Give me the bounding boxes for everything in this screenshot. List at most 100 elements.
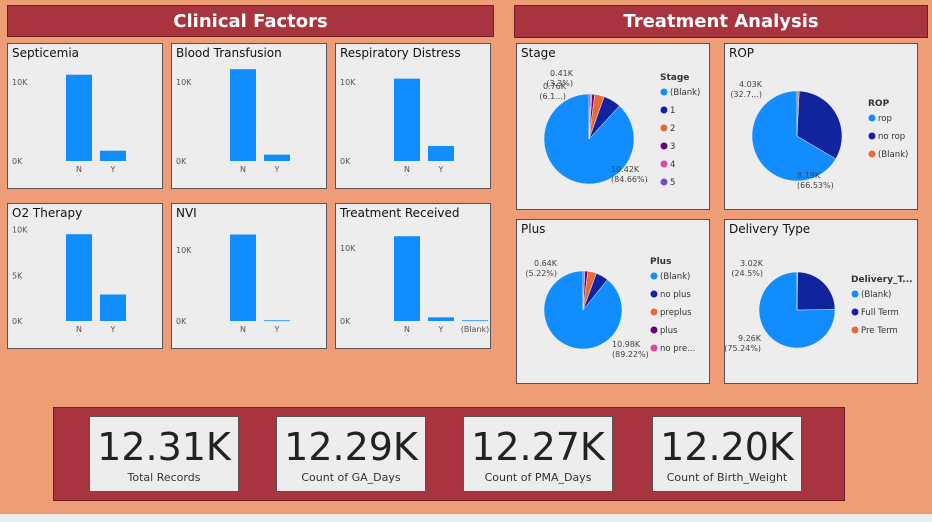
- data-label: 0.41K: [550, 69, 574, 78]
- chart-title: Stage: [521, 46, 556, 60]
- bar-n[interactable]: [230, 69, 256, 161]
- x-tick-label: N: [240, 165, 246, 174]
- nvi-chart[interactable]: NVI 10K 0K N Y: [171, 203, 327, 349]
- legend-entry[interactable]: Pre Term: [861, 326, 898, 336]
- kpi-count-ga-days[interactable]: 12.29K Count of GA_Days: [276, 416, 426, 492]
- data-label: 9.26K: [738, 334, 762, 343]
- x-tick-label: Y: [438, 165, 444, 174]
- legend-marker: [650, 290, 658, 298]
- bar-y[interactable]: [264, 320, 290, 322]
- data-label: 10.42K: [611, 165, 640, 174]
- bar-n[interactable]: [394, 236, 420, 321]
- y-tick-label: 10K: [176, 78, 192, 87]
- x-tick-label: Y: [274, 165, 280, 174]
- y-tick-label: 0K: [340, 317, 351, 326]
- bar-y[interactable]: [264, 154, 290, 161]
- legend-entry[interactable]: (Blank): [660, 272, 690, 282]
- legend-entry[interactable]: 2: [670, 124, 675, 134]
- septicemia-chart[interactable]: Septicemia 10K 0K N Y: [7, 43, 163, 189]
- legend-entry[interactable]: 3: [670, 142, 675, 152]
- data-label-percent: (66.53%): [797, 181, 834, 190]
- bar-blank[interactable]: [462, 320, 488, 322]
- blood-transfusion-chart[interactable]: Blood Transfusion 10K 0K N Y: [171, 43, 327, 189]
- bar-n[interactable]: [230, 234, 256, 321]
- data-label: 8.19K: [797, 171, 821, 180]
- bar-y[interactable]: [428, 145, 454, 161]
- pie-slice[interactable]: [796, 90, 800, 137]
- kpi-count-birth-weight[interactable]: 12.20K Count of Birth_Weight: [652, 416, 802, 492]
- clinical-factors-title: Clinical Factors: [173, 10, 328, 32]
- legend-entry[interactable]: plus: [660, 326, 678, 336]
- y-tick-label: 10K: [176, 246, 192, 255]
- treatment-received-chart[interactable]: Treatment Received 10K 0K N Y (Blank): [335, 203, 491, 349]
- y-tick-label: 5K: [12, 271, 23, 280]
- delivery-type-chart[interactable]: Delivery Type Delivery_T... (Blank) Full T…: [724, 219, 918, 384]
- kpi-total-records[interactable]: 12.31K Total Records: [89, 416, 239, 492]
- legend-marker: [660, 88, 668, 96]
- bar-n[interactable]: [66, 74, 92, 161]
- bar-plot: 10K 0K N Y (Blank): [340, 236, 490, 334]
- legend-entry[interactable]: (Blank): [861, 290, 891, 300]
- pie-slice[interactable]: [582, 270, 586, 311]
- chart-title: Treatment Received: [340, 206, 460, 220]
- pie-slice[interactable]: [758, 271, 836, 349]
- x-tick-label: (Blank): [461, 325, 490, 334]
- bar-plot: 10K 0K N Y: [176, 69, 290, 174]
- o2-therapy-chart[interactable]: O2 Therapy 10K 5K 0K N Y: [7, 203, 163, 349]
- legend-entry[interactable]: no plus: [660, 290, 691, 300]
- plus-chart[interactable]: Plus Plus (Blank) no plus preplus plus no pre…: [516, 219, 710, 384]
- legend-entry[interactable]: preplus: [660, 308, 692, 318]
- legend-entry[interactable]: rop: [878, 114, 892, 124]
- pie-slice[interactable]: [796, 271, 836, 311]
- legend-entry[interactable]: Full Term: [861, 308, 899, 318]
- treatment-analysis-title: Treatment Analysis: [623, 11, 819, 32]
- rop-chart[interactable]: ROP ROP rop no rop (Blank) 8.19K (66.53%) 4.03…: [724, 43, 918, 210]
- kpi-count-pma-days[interactable]: 12.27K Count of PMA_Days: [463, 416, 613, 492]
- legend-entry[interactable]: (Blank): [670, 88, 700, 98]
- stage-chart[interactable]: Stage Stage (Blank) 1 2 3 4 5 10.42K (84.66%) 0.7…: [516, 43, 710, 210]
- pie-slice[interactable]: [796, 90, 843, 160]
- x-tick-label: N: [76, 165, 82, 174]
- pie-slice[interactable]: [588, 93, 591, 140]
- legend-entry[interactable]: no pre...: [660, 344, 695, 354]
- chart-title: Blood Transfusion: [176, 46, 282, 60]
- pie-slice[interactable]: [796, 271, 798, 311]
- bar-y[interactable]: [428, 317, 454, 321]
- bar-y[interactable]: [100, 294, 126, 321]
- bar-n[interactable]: [66, 234, 92, 321]
- bar-plot: 10K 5K 0K N Y: [12, 226, 126, 334]
- bar-n[interactable]: [394, 78, 420, 161]
- legend-marker: [868, 132, 876, 140]
- legend-entry[interactable]: 4: [670, 160, 675, 170]
- data-label: 10.98K: [612, 340, 641, 349]
- respiratory-distress-chart[interactable]: Respiratory Distress 10K 0K N Y: [335, 43, 491, 189]
- legend-entry[interactable]: (Blank): [878, 150, 908, 160]
- kpi-label: Count of Birth_Weight: [666, 471, 788, 484]
- pie-slice[interactable]: [751, 90, 837, 182]
- chart-title: NVI: [176, 206, 197, 220]
- x-tick-label: N: [76, 325, 82, 334]
- chart-title: Septicemia: [12, 46, 80, 60]
- legend-marker: [851, 290, 859, 298]
- legend-marker: [660, 106, 668, 114]
- y-tick-label: 10K: [340, 244, 356, 253]
- data-label-percent: (24.5%): [731, 269, 763, 278]
- pie-plot: ROP rop no rop (Blank) 8.19K(66.53%) 4.03K(32…: [730, 80, 908, 190]
- kpi-value: 12.20K: [660, 425, 794, 469]
- bar-y[interactable]: [100, 150, 126, 161]
- bar-plot: 10K 0K N Y: [340, 78, 454, 174]
- legend-title: Delivery_T...: [851, 275, 913, 285]
- data-label: 0.76K: [543, 82, 567, 91]
- legend-entry[interactable]: no rop: [878, 132, 905, 142]
- data-label-percent: (89.22%): [612, 350, 649, 359]
- legend-marker: [650, 308, 658, 316]
- x-tick-label: Y: [110, 325, 116, 334]
- pie-plot: Stage (Blank) 1 2 3 4 5 10.42K(84.66%) 0.76K(6.1…: [539, 69, 700, 188]
- x-tick-label: N: [240, 325, 246, 334]
- legend-marker: [650, 344, 658, 352]
- y-tick-label: 0K: [176, 157, 187, 166]
- legend-marker: [660, 178, 668, 186]
- data-label: 0.64K: [534, 259, 558, 268]
- legend-entry[interactable]: 5: [670, 178, 675, 188]
- legend-entry[interactable]: 1: [670, 106, 675, 116]
